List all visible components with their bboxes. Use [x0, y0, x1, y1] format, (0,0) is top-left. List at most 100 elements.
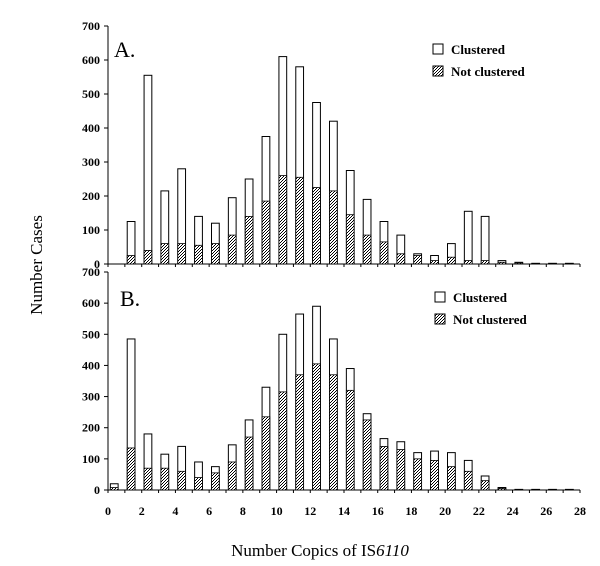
panel-b-legend-swatch-not-clustered: [434, 313, 446, 325]
panel-b-bar-not-clustered: [109, 487, 119, 491]
panel-b-bar-not-clustered: [396, 449, 406, 491]
panel-a-y-tick-label: 700: [82, 19, 100, 33]
panel-b-bar-not-clustered: [480, 480, 490, 491]
panel-b-bar-not-clustered: [194, 477, 203, 491]
panel-b-x-tick-label: 0: [105, 504, 111, 518]
panel-a-bar-not-clustered: [345, 214, 355, 265]
panel-b-y-tick-label: 600: [82, 296, 100, 310]
panel-a-bar-not-clustered: [514, 262, 524, 265]
x-axis-title-prefix: Number Copics of IS: [231, 541, 376, 560]
panel-b-legend-label: Clustered: [453, 290, 508, 305]
panel-b-x-tick-label: 26: [540, 504, 552, 518]
panel-b-bar-not-clustered: [379, 445, 389, 491]
panel-b-y-tick-label: 100: [82, 452, 100, 466]
panel-b-y-tick-label: 400: [82, 358, 100, 372]
panel-a-y-tick-label: 0: [94, 257, 100, 271]
panel-a-bar-not-clustered: [261, 200, 271, 265]
panel-a-bar-not-clustered: [295, 176, 304, 265]
panel-a-label: A.: [114, 37, 135, 62]
panel-b-bar-not-clustered: [447, 466, 456, 491]
panel-b-bar-not-clustered: [329, 374, 338, 491]
panel-b-bar-not-clustered: [362, 419, 372, 491]
panel-b-bar-not-clustered: [261, 416, 271, 491]
panel-a-legend-label: Not clustered: [451, 64, 526, 79]
panel-a-y-tick-label: 600: [82, 53, 100, 67]
panel-b-label: B.: [120, 286, 140, 311]
panel-b-y-tick-label: 500: [82, 327, 100, 341]
panel-b-y-tick-label: 300: [82, 390, 100, 404]
panel-b-bar-not-clustered: [211, 472, 220, 491]
panel-b-bar-not-clustered: [227, 461, 237, 491]
panel-b-bar-not-clustered: [430, 460, 439, 491]
panel-b-bar-not-clustered: [312, 363, 321, 491]
panel-a-bar-not-clustered: [194, 244, 203, 265]
panel-a-bar-not-clustered: [278, 175, 288, 265]
panel-a-bar-clustered: [480, 215, 490, 265]
panel-b-bar-not-clustered: [126, 447, 136, 491]
panel-b-x-tick-label: 12: [304, 504, 316, 518]
panel-a-bar-not-clustered: [143, 249, 153, 265]
panel-b-bar-not-clustered: [244, 436, 254, 491]
panel-a-y-tick-label: 500: [82, 87, 100, 101]
panel-a-bar-not-clustered: [379, 241, 389, 265]
panel-a-bar-not-clustered: [329, 190, 338, 265]
panel-b-x-tick-label: 28: [574, 504, 586, 518]
panel-b-x-tick-label: 14: [338, 504, 350, 518]
panel-b-x-tick-label: 6: [206, 504, 212, 518]
panel-b-x-tick-label: 2: [139, 504, 145, 518]
panel-a-y-tick-label: 200: [82, 189, 100, 203]
panel-a-legend-swatch-clustered: [432, 43, 444, 55]
x-axis-title: Number Copics of IS6110: [231, 541, 409, 560]
panel-a-y-tick-label: 100: [82, 223, 100, 237]
panel-a-bar-not-clustered: [312, 187, 321, 265]
panel-a-bar-not-clustered: [160, 243, 170, 265]
panel-a-bar-not-clustered: [211, 243, 220, 265]
panel-a-bar-not-clustered: [362, 234, 372, 265]
panel-b-x-tick-label: 24: [507, 504, 519, 518]
panel-a-bar-not-clustered: [396, 253, 406, 265]
panel-a-bar-not-clustered: [463, 260, 473, 265]
panel-a-bar-not-clustered: [497, 261, 507, 265]
panel-a-bar-clustered: [143, 74, 153, 265]
panel-a-legend-swatch-not-clustered: [432, 65, 444, 77]
panel-a-y-tick-label: 400: [82, 121, 100, 135]
panel-a-bar-clustered: [463, 210, 473, 265]
panel-b-x-tick-label: 4: [172, 504, 178, 518]
panel-b-bar-not-clustered: [497, 488, 507, 491]
panel-b-x-tick-label: 8: [240, 504, 246, 518]
y-axis-title: Number Cases: [27, 215, 46, 315]
panel-a-bar-not-clustered: [480, 260, 490, 265]
panel-b-bar-not-clustered: [177, 470, 186, 491]
panel-a-bar-not-clustered: [227, 234, 237, 265]
panel-a-legend-label: Clustered: [451, 42, 506, 57]
panel-b-x-tick-label: 20: [439, 504, 451, 518]
panel-b-y-tick-label: 200: [82, 421, 100, 435]
panel-a-bar-not-clustered: [126, 255, 136, 265]
panel-b-bar-not-clustered: [160, 467, 170, 491]
panel-a-bar-not-clustered: [244, 215, 254, 265]
panel-b-bar-not-clustered: [278, 391, 288, 491]
panel-b-legend-label: Not clustered: [453, 312, 528, 327]
panel-a-bar-not-clustered: [430, 260, 439, 265]
x-axis-title-italic: 6110: [376, 541, 409, 560]
panel-b-x-tick-label: 18: [405, 504, 417, 518]
panel-b-y-tick-label: 0: [94, 483, 100, 497]
panel-a-bar-not-clustered: [177, 243, 186, 265]
panel-b-x-tick-label: 10: [271, 504, 283, 518]
panel-b-bar-not-clustered: [413, 458, 422, 491]
panel-b-bar-not-clustered: [463, 470, 473, 491]
panel-b-x-tick-label: 16: [372, 504, 384, 518]
panel-a-bar-not-clustered: [447, 256, 456, 265]
panel-b-x-tick-label: 22: [473, 504, 485, 518]
panel-b-bar-not-clustered: [295, 374, 304, 491]
panel-b-legend: Clustered Not clustered: [434, 290, 528, 327]
panel-a: 0 100 200 300 400 500 600 700 A. Clustered Not clu…: [82, 19, 581, 271]
panel-b-bar-not-clustered: [345, 389, 355, 491]
panel-b-bar-not-clustered: [143, 467, 153, 491]
panel-a-bar-not-clustered: [413, 255, 422, 265]
panel-b-legend-swatch-clustered: [434, 291, 446, 303]
panel-a-y-tick-label: 300: [82, 155, 100, 169]
panel-b-y-tick-label: 700: [82, 265, 100, 279]
